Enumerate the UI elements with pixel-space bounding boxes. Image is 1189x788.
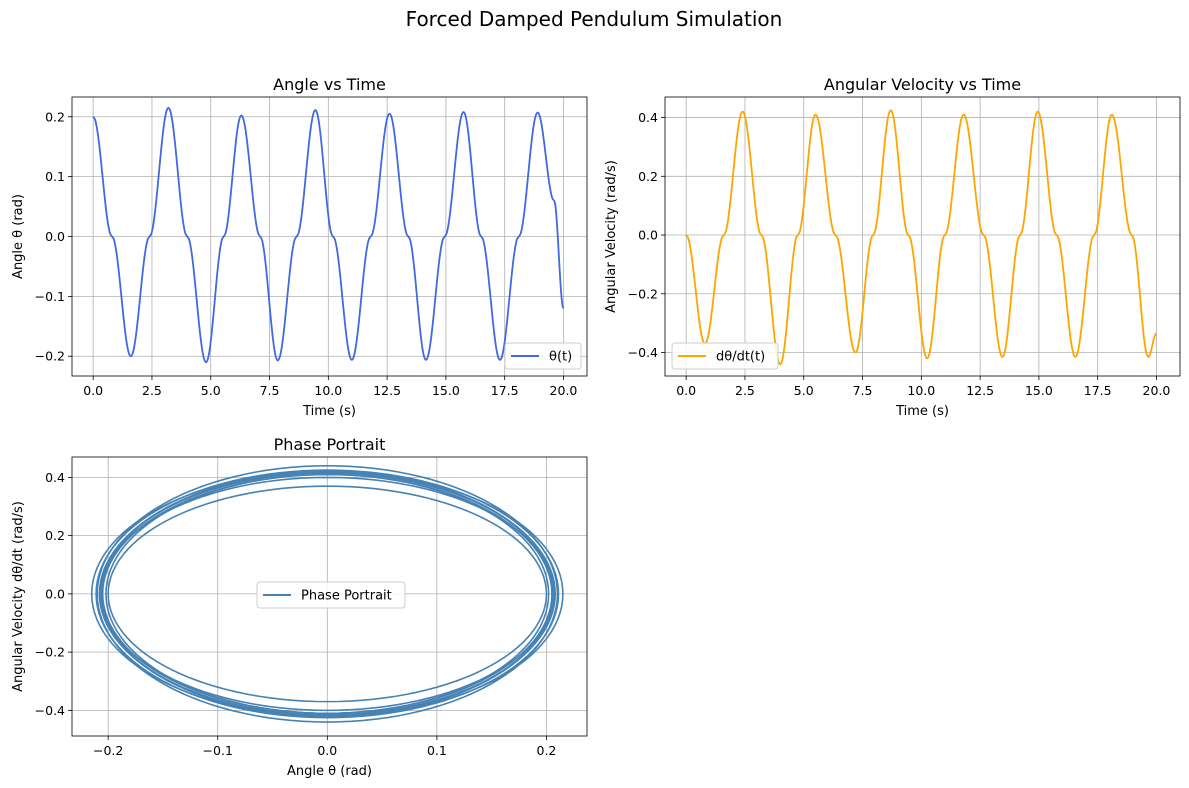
phase-orbit-line	[96, 464, 559, 723]
y-tick-label: 0.1	[45, 169, 65, 184]
series-line-1	[685, 109, 1157, 366]
y-tick-label: −0.2	[35, 645, 65, 660]
x-tick-label: 17.5	[491, 383, 519, 398]
legend-label: dθ/dt(t)	[716, 350, 765, 365]
y-tick-label: −0.2	[628, 286, 658, 301]
figure-title: Forced Damped Pendulum Simulation	[406, 7, 783, 31]
x-tick-label: 15.0	[432, 383, 460, 398]
y-tick-label: −0.4	[35, 703, 65, 718]
legend: Phase Portrait	[256, 581, 406, 609]
x-tick-label: 5.0	[794, 383, 814, 398]
x-tick-label: 12.5	[966, 383, 994, 398]
x-tick-label: 0.0	[83, 383, 103, 398]
x-tick-label: 2.5	[142, 383, 162, 398]
x-tick-label: 0.0	[676, 383, 696, 398]
y-axis-label: Angular Velocity dθ/dt (rad/s)	[11, 501, 26, 692]
phase-orbit-line	[95, 469, 560, 719]
legend-label: Phase Portrait	[301, 589, 392, 604]
angular-velocity-vs-time-chart: 0.0 2.5 5.0 7.5 10.0 12.5 15.0 17.5 20.0 0.4 0.2 0.…	[604, 75, 1181, 419]
y-tick-label: 0.0	[45, 229, 65, 244]
y-tick-label: −0.2	[35, 349, 65, 364]
legend-box	[504, 342, 582, 370]
y-tick-label: −0.1	[35, 289, 65, 304]
x-tick-label: 7.5	[853, 383, 873, 398]
x-tick-label: 5.0	[201, 383, 221, 398]
axes-frame	[664, 96, 1181, 377]
legend-label: θ(t)	[549, 350, 572, 365]
x-tick-label: 20.0	[1143, 383, 1171, 398]
x-axis-label: Time (s)	[302, 404, 356, 419]
phase-orbit-line	[98, 472, 557, 716]
legend-box	[671, 342, 779, 370]
y-tick-label: 0.4	[45, 470, 65, 485]
angle-vs-time-chart: 0.0 2.5 5.0 7.5 10.0 12.5 15.0 17.5 20.0 0.2 0.1 0.…	[11, 75, 588, 419]
y-axis-label: Angle θ (rad)	[11, 194, 26, 279]
phase-orbit-line	[101, 473, 553, 715]
legend-box	[256, 581, 406, 609]
x-tick-label: 12.5	[373, 383, 401, 398]
chart-title: Angular Velocity vs Time	[824, 75, 1021, 94]
y-tick-label: 0.2	[45, 109, 65, 124]
y-tick-label: 0.2	[638, 169, 658, 184]
phase-portrait-chart: −0.2 −0.1 0.0 0.1 0.2 0.4 0.2 0.0 −0.2 −0.4 Phase …	[11, 435, 588, 779]
x-tick-label: 15.0	[1025, 383, 1053, 398]
chart-title: Phase Portrait	[274, 435, 386, 454]
legend: dθ/dt(t)	[671, 342, 779, 370]
chart-title: Angle vs Time	[273, 75, 386, 94]
legend: θ(t)	[504, 342, 582, 370]
axes-frame	[71, 456, 588, 737]
x-tick-label: −0.1	[203, 743, 233, 758]
x-tick-label: 0.0	[317, 743, 337, 758]
y-tick-label: 0.2	[45, 528, 65, 543]
x-tick-label: −0.2	[93, 743, 123, 758]
phase-portrait-series	[90, 464, 564, 723]
x-tick-label: 10.0	[907, 383, 935, 398]
y-tick-label: 0.0	[638, 228, 658, 243]
x-tick-label: 0.2	[537, 743, 557, 758]
y-axis-label: Angular Velocity (rad/s)	[604, 160, 619, 313]
x-axis-label: Angle θ (rad)	[287, 764, 372, 779]
x-tick-label: 7.5	[260, 383, 280, 398]
x-tick-label: 20.0	[550, 383, 578, 398]
phase-orbit-line	[99, 470, 555, 718]
phase-orbit-line	[107, 485, 548, 703]
x-axis-label: Time (s)	[895, 404, 949, 419]
x-tick-label: 2.5	[735, 383, 755, 398]
x-tick-label: 0.1	[427, 743, 447, 758]
y-tick-label: 0.4	[638, 110, 658, 125]
x-tick-label: 17.5	[1084, 383, 1112, 398]
y-tick-label: 0.0	[45, 586, 65, 601]
x-tick-label: 10.0	[314, 383, 342, 398]
series-line-0	[92, 106, 565, 364]
y-tick-label: −0.4	[628, 345, 658, 360]
